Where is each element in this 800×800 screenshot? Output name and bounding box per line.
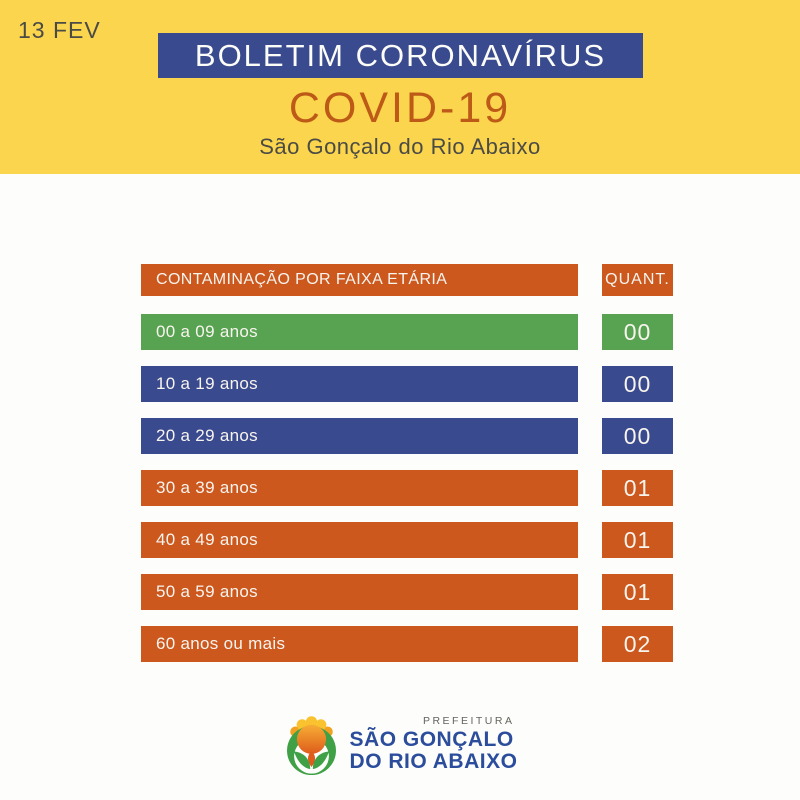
footer-city-line2: DO RIO ABAIXO — [349, 750, 518, 773]
table-body: 00 a 09 anos 00 10 a 19 anos 00 20 a 29 … — [141, 314, 673, 662]
age-range-bar: 00 a 09 anos — [141, 314, 578, 350]
banner-title: BOLETIM CORONAVÍRUS — [194, 37, 607, 73]
quantity-box: 00 — [602, 314, 673, 350]
table-header-quant: QUANT. — [602, 264, 673, 296]
quantity-box: 01 — [602, 522, 673, 558]
table-row: 30 a 39 anos 01 — [141, 470, 673, 506]
table-header-label: CONTAMINAÇÃO POR FAIXA ETÁRIA — [141, 264, 578, 296]
table-row: 60 anos ou mais 02 — [141, 626, 673, 662]
date-label: 13 FEV — [18, 17, 101, 43]
table-header-row: CONTAMINAÇÃO POR FAIXA ETÁRIA QUANT. — [141, 264, 673, 296]
age-range-bar: 40 a 49 anos — [141, 522, 578, 558]
age-range-bar: 30 a 39 anos — [141, 470, 578, 506]
table-row: 50 a 59 anos 01 — [141, 574, 673, 610]
table-row: 20 a 29 anos 00 — [141, 418, 673, 454]
quantity-box: 02 — [602, 626, 673, 662]
table-row: 40 a 49 anos 01 — [141, 522, 673, 558]
age-range-bar: 10 a 19 anos — [141, 366, 578, 402]
quantity-box: 00 — [602, 418, 673, 454]
footer-prefeitura-label: PREFEITURA — [422, 715, 515, 728]
age-range-bar: 60 anos ou mais — [141, 626, 578, 662]
footer-org-text: PREFEITURA SÃO GONÇALO DO RIO ABAIXO — [350, 715, 518, 773]
contamination-table: CONTAMINAÇÃO POR FAIXA ETÁRIA QUANT. 00 … — [141, 264, 673, 678]
city-logo-icon — [286, 716, 336, 776]
table-row: 10 a 19 anos 00 — [141, 366, 673, 402]
age-range-bar: 20 a 29 anos — [141, 418, 578, 454]
header-band: 13 FEV BOLETIM CORONAVÍRUS COVID-19 São … — [0, 0, 800, 174]
quantity-box: 01 — [602, 470, 673, 506]
quantity-box: 00 — [602, 366, 673, 402]
banner: BOLETIM CORONAVÍRUS — [158, 33, 643, 78]
quantity-box: 01 — [602, 574, 673, 610]
age-range-bar: 50 a 59 anos — [141, 574, 578, 610]
footer: PREFEITURA SÃO GONÇALO DO RIO ABAIXO — [0, 712, 800, 776]
table-row: 00 a 09 anos 00 — [141, 314, 673, 350]
covid-title: COVID-19 — [288, 84, 512, 132]
city-subtitle: São Gonçalo do Rio Abaixo — [259, 134, 541, 159]
footer-city-line1: SÃO GONÇALO — [349, 728, 514, 752]
